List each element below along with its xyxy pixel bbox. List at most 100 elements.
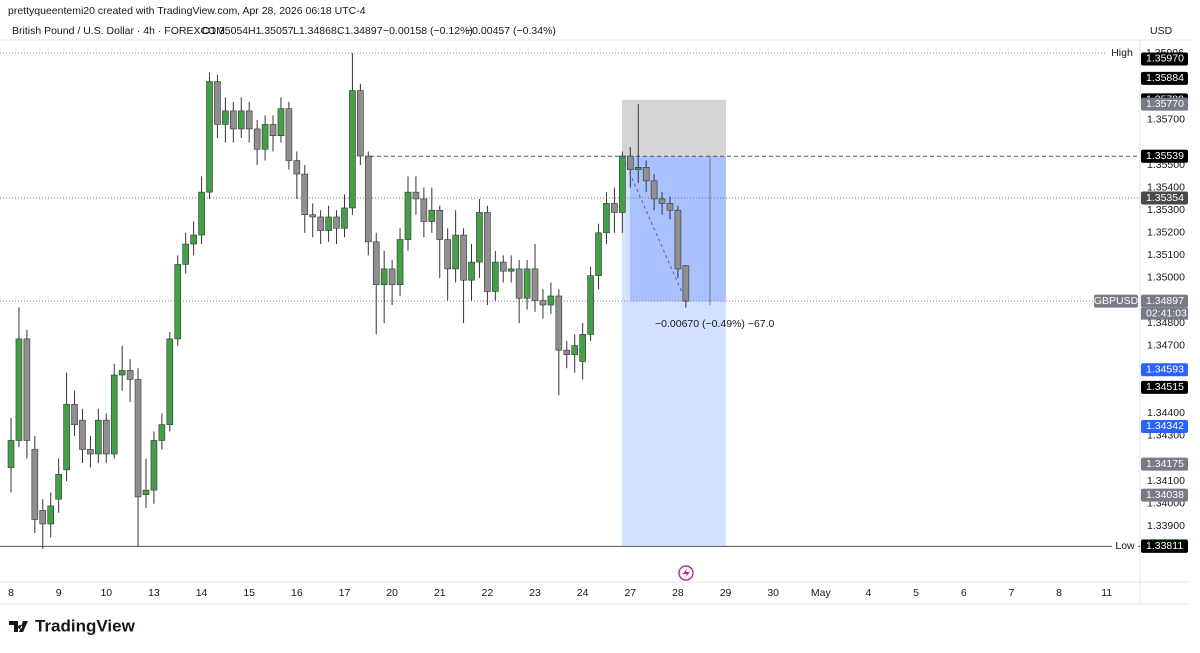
candle-body bbox=[484, 212, 491, 292]
candle-body bbox=[293, 160, 301, 175]
price-tag-label: 1.34593 bbox=[1146, 364, 1184, 376]
candle-body bbox=[452, 234, 459, 270]
event-circle bbox=[678, 565, 694, 581]
candle-body bbox=[380, 268, 388, 286]
candle-body bbox=[531, 268, 539, 301]
candle-body bbox=[118, 370, 126, 376]
price-tag bbox=[1141, 52, 1188, 66]
price-tag bbox=[1141, 97, 1188, 111]
x-tick-label: 6 bbox=[961, 587, 967, 599]
candle-body bbox=[261, 124, 269, 150]
x-tick-label: 5 bbox=[913, 587, 919, 599]
candle-body bbox=[333, 216, 340, 229]
price-tag-label: 1.33811 bbox=[1146, 540, 1183, 552]
measure-label: −0.00670 (−0.49%) −67.0 bbox=[655, 318, 775, 330]
y-tick-label: 1.34100 bbox=[1147, 475, 1185, 487]
candle-body bbox=[285, 108, 293, 161]
y-tick-label: 1.35100 bbox=[1147, 249, 1185, 261]
change-2: −0.00457 (−0.34%) bbox=[466, 25, 556, 37]
change: −0.00158 (−0.12%) bbox=[383, 25, 473, 37]
price-tag-label: 1.34342 bbox=[1146, 420, 1184, 432]
measure-line bbox=[621, 156, 687, 302]
side-tag bbox=[1112, 539, 1138, 553]
side-tag-label: GBPUSD bbox=[1094, 295, 1139, 307]
candle-body bbox=[79, 419, 86, 450]
x-tick-label: 11 bbox=[1101, 587, 1112, 599]
candle-body bbox=[126, 370, 134, 380]
sub-tag-label: 02:41:03 bbox=[1146, 307, 1187, 319]
candle-body bbox=[214, 81, 221, 125]
candle-body bbox=[650, 180, 658, 200]
candle-body bbox=[245, 110, 253, 130]
price-tag bbox=[1141, 363, 1188, 377]
candle-body bbox=[444, 239, 451, 270]
x-tick-label: May bbox=[811, 587, 832, 599]
price-tag-label: 1.35354 bbox=[1146, 192, 1184, 204]
stop-zone bbox=[622, 99, 726, 157]
price-tag-label: 1.35970 bbox=[1146, 53, 1184, 65]
side-tag-label: High bbox=[1111, 47, 1133, 59]
price-tag-label: 1.34175 bbox=[1146, 458, 1184, 470]
candle-body bbox=[301, 173, 309, 216]
x-tick-label: 20 bbox=[386, 587, 398, 599]
price-tag-label: 1.35884 bbox=[1146, 72, 1184, 84]
candle-body bbox=[15, 338, 23, 441]
candle-body bbox=[174, 264, 182, 340]
candle-body bbox=[55, 474, 62, 500]
candle-body bbox=[277, 108, 285, 137]
candle-body bbox=[71, 404, 78, 425]
candle-body bbox=[198, 191, 205, 236]
candle-body bbox=[468, 261, 475, 281]
candle-body bbox=[63, 404, 70, 471]
candle-body bbox=[539, 300, 547, 306]
candle-body bbox=[619, 155, 626, 213]
candle-body bbox=[523, 268, 531, 299]
x-tick-label: 15 bbox=[243, 587, 255, 599]
candle-body bbox=[460, 234, 467, 281]
x-tick-label: 14 bbox=[196, 587, 208, 599]
candle-body bbox=[325, 216, 332, 231]
x-tick-label: 4 bbox=[866, 587, 872, 599]
side-tag-label: Low bbox=[1115, 540, 1135, 552]
y-tick-label: 1.35300 bbox=[1147, 204, 1185, 216]
candle-body bbox=[349, 90, 356, 209]
x-tick-label: 8 bbox=[8, 587, 14, 599]
x-tick-label: 27 bbox=[624, 587, 636, 599]
price-tag bbox=[1141, 457, 1188, 471]
candle-body bbox=[492, 261, 499, 292]
candle-body bbox=[428, 209, 436, 222]
candle-body bbox=[309, 214, 317, 218]
y-tick-label: 1.35200 bbox=[1147, 227, 1185, 239]
y-tick-label: 1.34400 bbox=[1147, 407, 1185, 419]
candle-body bbox=[230, 110, 237, 130]
candle-body bbox=[515, 268, 523, 299]
price-tag bbox=[1141, 488, 1188, 502]
price-tag bbox=[1141, 191, 1188, 205]
candle-body bbox=[595, 232, 602, 276]
symbol: British Pound / U.S. Dollar · 4h · FOREX… bbox=[12, 25, 225, 37]
candle-body bbox=[507, 268, 515, 272]
candle-body bbox=[396, 239, 404, 286]
x-tick-label: 29 bbox=[720, 587, 732, 599]
candle-body bbox=[182, 243, 189, 265]
logo: TradingView bbox=[9, 616, 136, 635]
price-tag-label: 1.34515 bbox=[1146, 381, 1184, 393]
x-tick-label: 28 bbox=[672, 587, 684, 599]
candle-body bbox=[499, 261, 507, 272]
y-tick-label: 1.34700 bbox=[1147, 339, 1185, 351]
price-tag bbox=[1141, 294, 1188, 308]
candle-body bbox=[237, 110, 245, 130]
plot: −0.00670 (−0.49%) −67.0 8 9 10 13 14 15 16 17 20 2… bbox=[0, 46, 1188, 599]
candle-body bbox=[31, 449, 39, 520]
candle-body bbox=[642, 167, 650, 182]
candle-body bbox=[87, 449, 94, 455]
candle-body bbox=[603, 203, 610, 234]
candle-body bbox=[563, 349, 571, 355]
candle-body bbox=[674, 209, 682, 270]
candle-body bbox=[110, 374, 118, 455]
candle-body bbox=[587, 275, 594, 335]
candle-body bbox=[626, 155, 634, 170]
price-tag bbox=[1141, 419, 1188, 433]
legend: British Pound / U.S. Dollar · 4h · FOREX… bbox=[12, 25, 556, 37]
